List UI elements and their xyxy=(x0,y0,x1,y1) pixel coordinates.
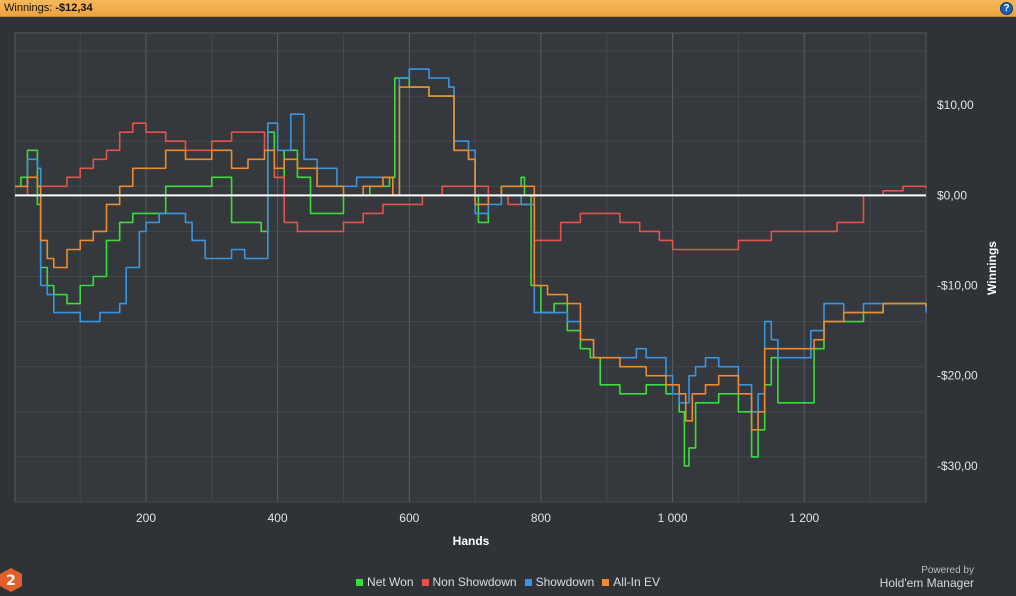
y-tick-label: $10,00 xyxy=(937,98,974,112)
winnings-value: -$12,34 xyxy=(55,2,93,14)
x-axis-label: Hands xyxy=(453,534,490,548)
x-tick-label: 600 xyxy=(399,511,419,525)
legend-swatch xyxy=(602,579,610,586)
legend-label: Non Showdown xyxy=(432,575,517,589)
legend: Net Won Non Showdown Showdown All-In EV xyxy=(0,575,1016,589)
series-line-net-won xyxy=(15,77,927,467)
brand: Powered by Hold'em Manager xyxy=(880,565,974,590)
y-tick-label: -$30,00 xyxy=(937,459,978,473)
plot-background xyxy=(14,32,927,503)
help-icon[interactable]: ? xyxy=(1000,2,1013,15)
legend-item-all-in-ev[interactable]: All-In EV xyxy=(602,575,660,589)
y-axis-label: Winnings xyxy=(985,241,999,295)
legend-item-non-showdown[interactable]: Non Showdown xyxy=(421,575,517,589)
x-tick-label: 200 xyxy=(136,511,156,525)
series-line-non-showdown xyxy=(15,122,927,251)
legend-swatch xyxy=(524,579,532,586)
legend-label: Showdown xyxy=(535,575,595,589)
powered-by-text: Powered by xyxy=(921,565,974,576)
winnings-summary: Winnings: -$12,34 xyxy=(4,2,93,14)
hm2-logo-icon: 2 xyxy=(0,568,22,592)
tick-labels: 200 400 600 800 1 000 1 200 $10,00 $0,00 -$10,00… xyxy=(136,98,978,525)
legend-swatch xyxy=(421,579,429,586)
x-tick-label: 1 200 xyxy=(789,511,819,525)
legend-item-showdown[interactable]: Showdown xyxy=(524,575,595,589)
legend-label: All-In EV xyxy=(613,575,660,589)
x-tick-label: 1 000 xyxy=(658,511,688,525)
header-bar: Winnings: -$12,34 ? xyxy=(0,0,1016,17)
y-tick-label: $0,00 xyxy=(937,188,967,202)
legend-item-net-won[interactable]: Net Won xyxy=(356,575,414,589)
legend-label: Net Won xyxy=(367,575,414,589)
series-lines xyxy=(15,68,927,467)
brand-name: Hold'em Manager xyxy=(879,576,974,590)
y-tick-label: -$10,00 xyxy=(937,279,978,293)
x-tick-label: 400 xyxy=(268,511,288,525)
series-line-all-in-ev xyxy=(15,86,927,431)
winnings-label: Winnings: xyxy=(4,2,53,14)
logo-text: 2 xyxy=(6,573,16,589)
legend-swatch xyxy=(356,579,364,586)
y-tick-label: -$20,00 xyxy=(937,369,978,383)
x-tick-label: 800 xyxy=(531,511,551,525)
